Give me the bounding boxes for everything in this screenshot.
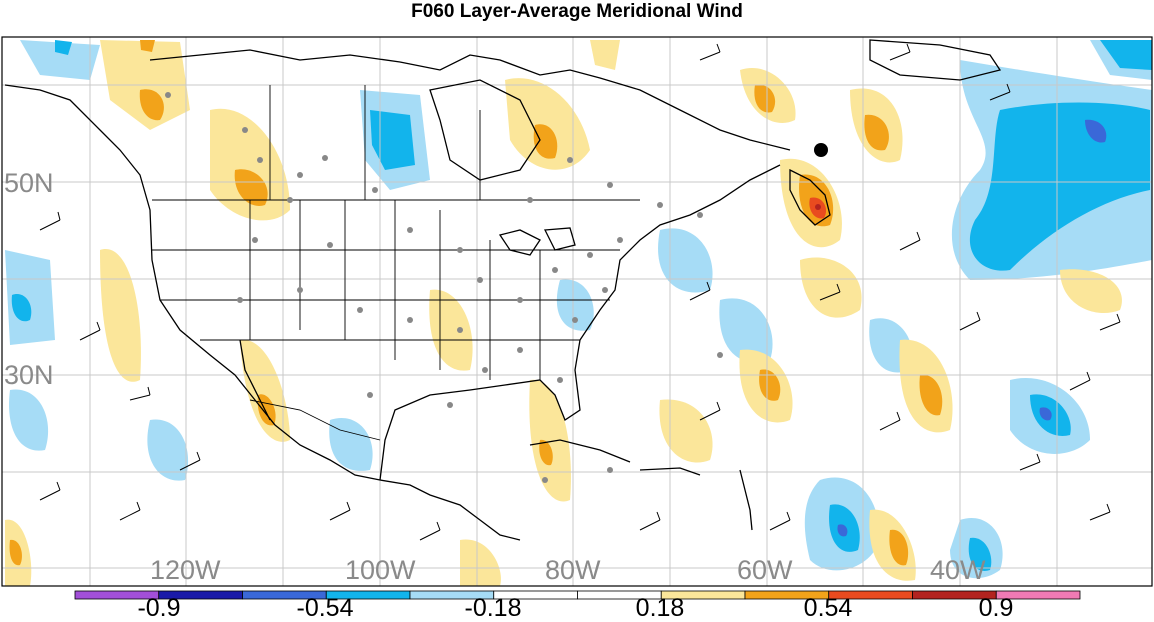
lon-label-80w: 80W (545, 555, 601, 585)
lon-label-100w: 100W (345, 555, 416, 585)
wind-shading-layer (5, 40, 1152, 586)
colorbar-label: 0.18 (635, 594, 685, 622)
graticule (2, 37, 1152, 586)
colorbar (74, 590, 1081, 600)
plot-frame (1, 36, 1153, 587)
coastlines (4, 39, 1002, 541)
political-borders (152, 85, 640, 441)
lon-label-40w: 40W (930, 555, 986, 585)
colorbar-label: 0.54 (803, 594, 853, 622)
colorbar-label: -0.9 (137, 594, 181, 622)
lat-label-50n: 50N (4, 168, 54, 198)
colorbar-label: -0.18 (464, 594, 522, 622)
lat-label-30n: 30N (4, 360, 54, 390)
colorbar-label: -0.54 (296, 594, 354, 622)
map-title: F060 Layer-Average Meridional Wind (411, 1, 743, 22)
wind-barbs (39, 43, 1121, 541)
colorbar-label: 0.9 (978, 594, 1014, 622)
lon-label-60w: 60W (737, 555, 793, 585)
colorbar-box (995, 590, 1081, 600)
station-marker (814, 143, 828, 157)
observation-stations (165, 92, 723, 483)
lon-label-120w: 120W (150, 555, 221, 585)
